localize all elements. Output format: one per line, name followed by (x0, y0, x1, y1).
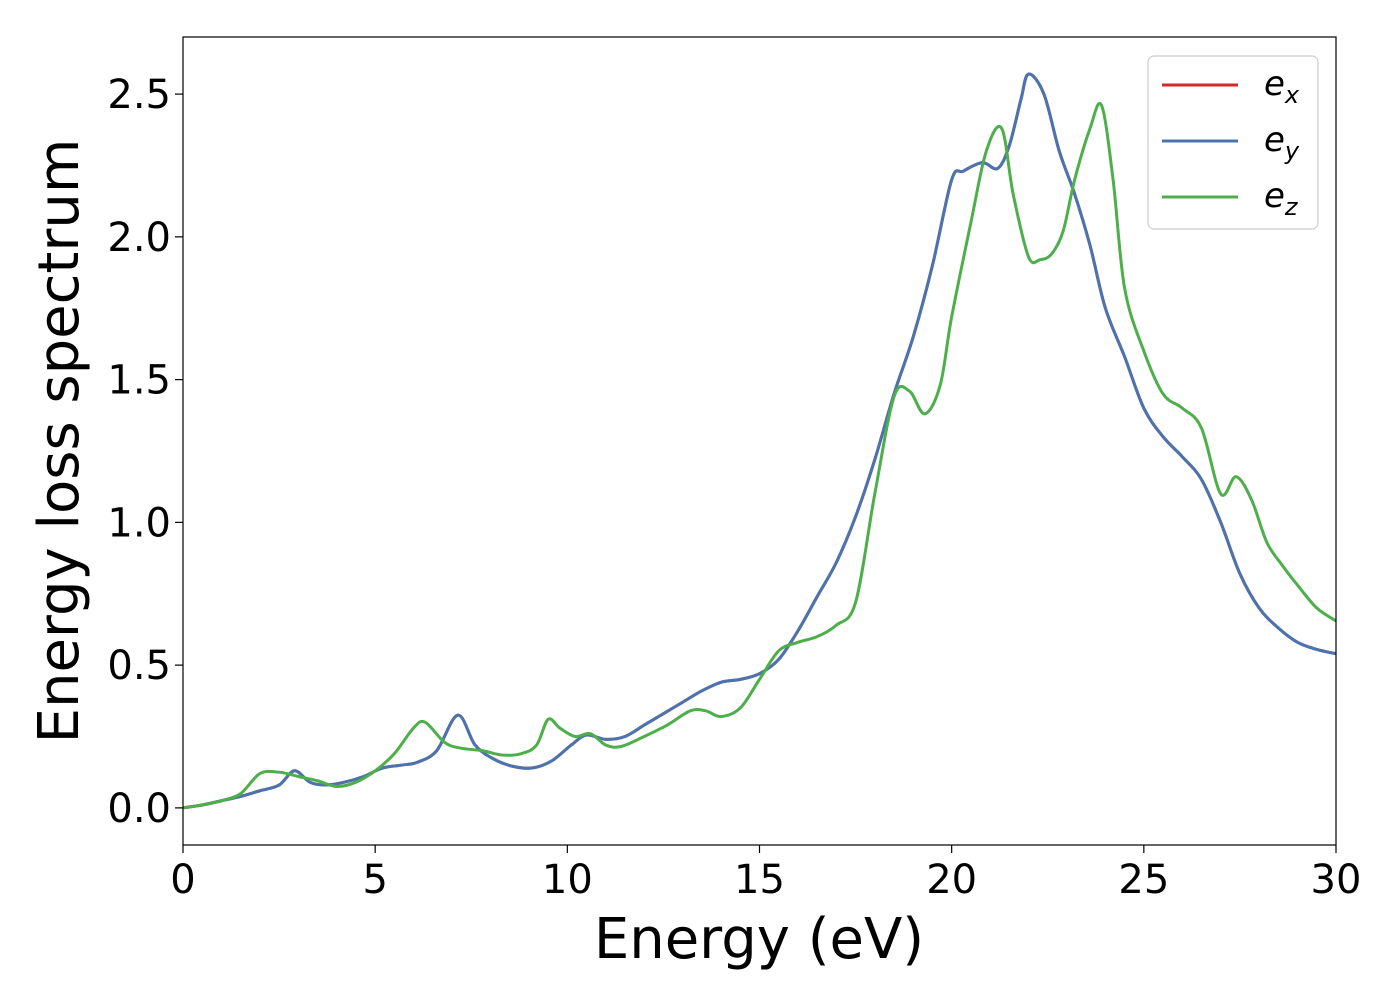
legend-label-base: e (1264, 64, 1285, 104)
legend-label-ey: ey (1264, 120, 1300, 165)
x-tick-label: 25 (1118, 857, 1169, 903)
x-tick-label: 15 (734, 857, 785, 903)
series-line-ez (183, 102, 1336, 810)
x-axis-title: Energy (eV) (594, 907, 924, 972)
series-layer (183, 72, 1336, 810)
x-tick-label: 0 (170, 857, 195, 903)
y-tick-label: 0.0 (107, 786, 171, 832)
legend-label-base: e (1264, 120, 1285, 160)
legend-label-subscript: x (1284, 81, 1300, 109)
legend-label-subscript: y (1284, 137, 1300, 165)
legend-label-subscript: z (1284, 193, 1299, 221)
legend-label-ex: ex (1264, 64, 1300, 109)
legend-label-base: e (1264, 176, 1285, 216)
y-tick-label: 1.5 (107, 358, 171, 404)
y-axis-ticks: 0.0 0.5 1.0 1.5 2.0 2.5 (107, 72, 183, 832)
x-tick-label: 20 (926, 857, 977, 903)
x-tick-label: 5 (362, 857, 387, 903)
y-tick-label: 2.5 (107, 72, 171, 118)
y-tick-label: 1.0 (107, 500, 171, 546)
y-tick-label: 0.5 (107, 643, 171, 689)
y-axis-title: Energy loss spectrum (27, 139, 92, 744)
x-tick-label: 10 (542, 857, 593, 903)
y-tick-label: 2.0 (107, 215, 171, 261)
legend-label-ez: ez (1264, 176, 1299, 221)
x-tick-label: 30 (1311, 857, 1362, 903)
x-axis-ticks: 0 5 10 15 20 25 30 (170, 845, 1361, 903)
